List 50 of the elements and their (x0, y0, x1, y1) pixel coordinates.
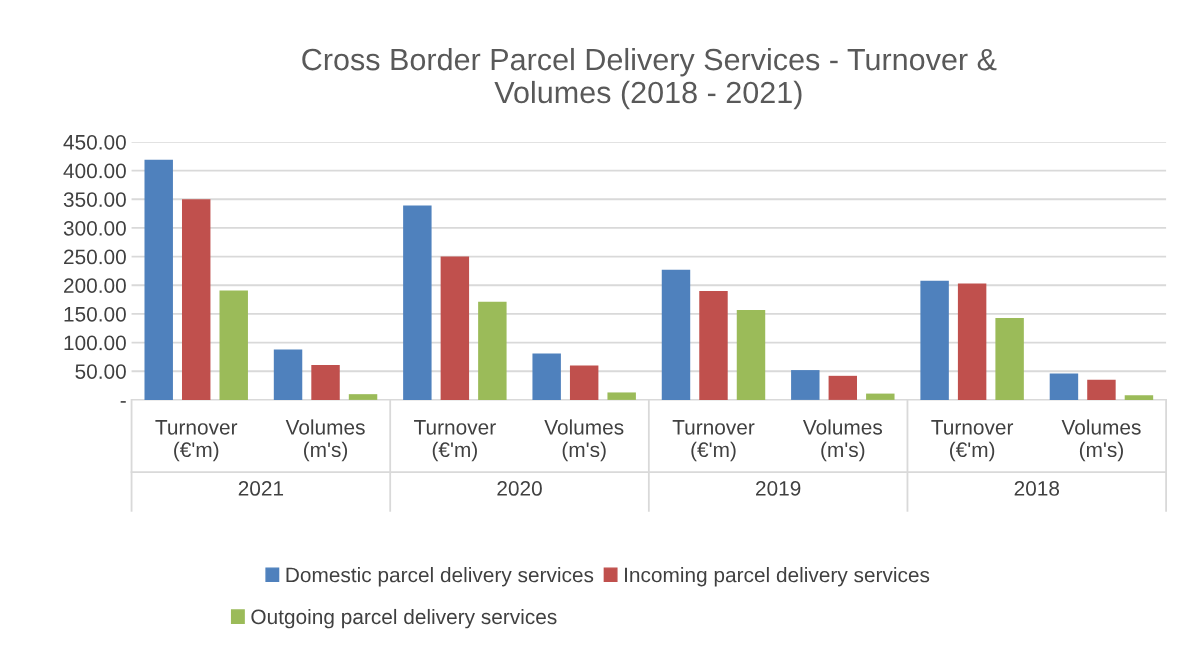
x-tick-label: Volumes (m's) (1061, 419, 1141, 462)
bar (273, 349, 303, 400)
text: 2021 (238, 481, 284, 496)
legend-label: Incoming parcel delivery services (625, 567, 930, 587)
text: 2019 (756, 481, 801, 496)
x-tick-label: Turnover (€'m) (672, 420, 755, 462)
bar (569, 365, 599, 400)
x-tick-label: Turnover (€'m) (931, 420, 1014, 462)
bar (791, 370, 820, 400)
bar (736, 309, 766, 400)
y-tick-label: 250.00 (64, 249, 126, 265)
bar (219, 290, 248, 400)
x-tick-label: Turnover (€'m) (414, 420, 496, 462)
x-tick-label: Volumes (m's) (544, 419, 624, 462)
bar (699, 290, 728, 400)
bar (403, 205, 432, 400)
x-tick-label: Volumes (m's) (802, 419, 883, 462)
bar (866, 393, 895, 400)
x-tick-label: Volumes (m's) (285, 419, 365, 462)
bar (311, 364, 340, 400)
legend-label: Domestic parcel delivery services (286, 567, 594, 587)
y-tick-label: - (120, 401, 126, 403)
y-tick-label: 50.00 (75, 364, 126, 379)
bar (920, 280, 949, 400)
legend-label: Outgoing parcel delivery services (251, 608, 557, 629)
y-tick-label: 100.00 (64, 335, 126, 351)
bar (957, 283, 987, 400)
y-tick-label: 200.00 (64, 278, 126, 293)
y-tick-label: 150.00 (64, 306, 126, 322)
bar (478, 301, 507, 400)
y-tick-label: 450.00 (63, 134, 126, 150)
bar (1049, 373, 1079, 400)
bar (532, 353, 561, 400)
bar (348, 394, 378, 400)
bar (661, 269, 691, 400)
bar (607, 392, 636, 400)
bar (144, 159, 173, 400)
bar (1087, 379, 1116, 400)
text: 2020 (497, 481, 542, 496)
y-tick-label: 400.00 (63, 163, 126, 179)
y-tick-label: 350.00 (63, 192, 126, 207)
bar (440, 256, 470, 400)
bar (828, 375, 858, 400)
bar (1124, 395, 1154, 400)
bar (995, 317, 1024, 400)
text: 2018 (1014, 481, 1060, 496)
bar (181, 199, 211, 400)
x-tick-label: Turnover (€'m) (155, 420, 238, 462)
chart-title: Cross Border Parcel Delivery Services - Turnover & Volumes (2018 - 2021) (302, 47, 997, 110)
y-tick-label: 300.00 (63, 220, 126, 236)
